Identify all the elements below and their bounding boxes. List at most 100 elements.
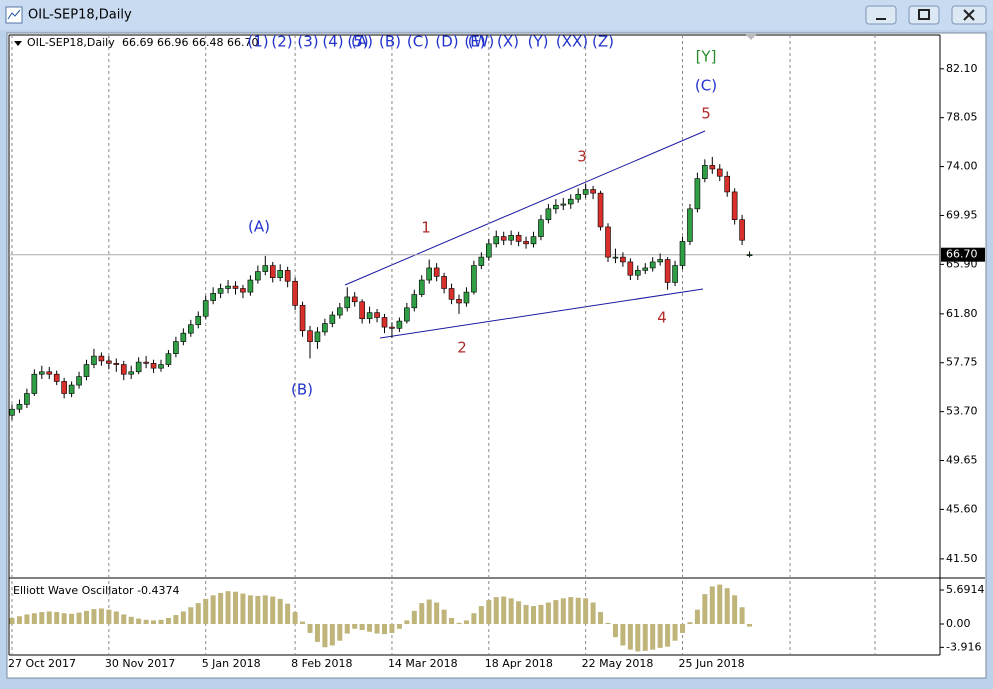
oscillator-bar <box>404 620 410 624</box>
oscillator-bar <box>188 607 194 624</box>
candle-body <box>567 198 574 205</box>
oscillator-bar <box>143 619 149 624</box>
candle-body <box>113 363 120 365</box>
wave-tool-button[interactable]: (Z) <box>592 33 614 51</box>
candle-body <box>694 178 701 210</box>
candle-body <box>314 331 321 342</box>
oscillator-bar <box>39 612 45 624</box>
oscillator-bar <box>165 618 171 624</box>
oscillator-bar <box>285 603 291 624</box>
candle-body <box>240 288 246 293</box>
candle-body <box>746 254 753 256</box>
oscillator-bar <box>84 610 89 624</box>
oscillator-bar <box>508 598 514 624</box>
candle-body <box>709 165 716 170</box>
candle-body <box>106 360 112 364</box>
candle-body <box>605 226 611 258</box>
oscillator-bar <box>225 591 231 624</box>
candle-body <box>83 364 90 377</box>
oscillator-bar <box>709 586 715 624</box>
candle-body <box>485 243 492 258</box>
wave-tool-button[interactable]: (5) <box>347 33 368 51</box>
y-tick-label: 49.65 <box>946 454 978 467</box>
wave-tool-button[interactable]: (Y) <box>528 33 549 51</box>
candle-body <box>657 259 663 263</box>
oscillator-bar <box>575 597 581 624</box>
wave-tool-button[interactable]: (1) <box>247 33 268 51</box>
candle-body <box>307 330 313 342</box>
candle-body <box>38 371 45 375</box>
candle-body <box>255 271 261 281</box>
oscillator-bar <box>717 584 723 624</box>
wave-label: (C) <box>695 77 717 95</box>
oscillator-bar <box>329 623 335 646</box>
oscillator-bar <box>322 623 328 648</box>
candle-body <box>404 307 410 322</box>
oscillator-bar <box>523 604 529 624</box>
oscillator-bar <box>24 614 30 624</box>
oscillator-bar <box>128 616 134 624</box>
oscillator-bar <box>456 622 462 624</box>
oscillator-bar <box>396 623 402 629</box>
maximize-button[interactable] <box>908 5 940 25</box>
candle-body <box>515 235 522 242</box>
wave-label: [Y] <box>696 48 717 66</box>
candle-body <box>411 294 418 309</box>
oscillator-bar <box>694 609 700 624</box>
oscillator-bar <box>292 612 298 624</box>
wave-tool-button[interactable]: (4) <box>322 33 343 51</box>
wave-tool-button[interactable]: (X) <box>497 33 519 51</box>
y-tick-label: 61.80 <box>946 307 978 320</box>
oscillator-bar <box>151 620 157 624</box>
wave-tool-button[interactable]: (3) <box>297 33 318 51</box>
candle-body <box>590 189 596 194</box>
candle-body <box>724 175 731 193</box>
candle-body <box>426 267 433 281</box>
oscillator-bar <box>195 603 201 624</box>
wave-tool-button[interactable]: (C) <box>407 33 429 51</box>
wave-label: 1 <box>421 219 431 237</box>
candle-body <box>620 256 626 263</box>
candle-body <box>16 404 23 410</box>
oscillator-bar <box>61 613 67 624</box>
oscillator-bar <box>337 623 343 641</box>
wave-tool-button[interactable]: (A) <box>351 33 373 51</box>
quote-label: 66.69 66.96 66.48 66.70 <box>122 36 258 49</box>
oscillator-bar <box>158 619 164 624</box>
candle-body <box>508 235 514 241</box>
candle-body <box>389 326 395 329</box>
wave-tool-button[interactable]: (XX) <box>556 33 588 51</box>
oscillator-bar <box>627 623 633 650</box>
candle-body <box>597 192 604 228</box>
candle-body <box>195 315 202 326</box>
candle-body <box>530 236 537 245</box>
oscillator-bar <box>374 623 380 634</box>
candle-body <box>575 194 582 200</box>
wave-tool-button[interactable]: (E) <box>464 33 485 51</box>
candle-body <box>731 191 738 220</box>
candle-body <box>68 384 75 394</box>
oscillator-bar <box>307 623 313 633</box>
oscillator-bar <box>121 614 127 624</box>
x-tick-label: 22 May 2018 <box>582 657 654 670</box>
candle-body <box>627 261 634 276</box>
y-tick-label: 5.6914 <box>946 583 985 596</box>
candle-body <box>523 241 529 245</box>
symbol-arrow[interactable] <box>14 41 22 46</box>
oscillator-bar <box>389 623 395 633</box>
candle-body <box>351 296 358 303</box>
wave-tool-button[interactable]: (D) <box>435 33 458 51</box>
oscillator-bar <box>69 613 75 624</box>
minimize-button[interactable] <box>865 5 897 25</box>
candle-body <box>91 355 97 365</box>
oscillator-bar <box>531 606 536 624</box>
oscillator-bar <box>702 594 708 624</box>
wave-tool-button[interactable]: (B) <box>379 33 401 51</box>
wave-tool-button[interactable]: (W) <box>468 33 495 51</box>
oscillator-bar <box>31 613 37 624</box>
wave-tool-button[interactable]: (2) <box>271 33 292 51</box>
oscillator-bar <box>98 608 104 624</box>
wave-label: 3 <box>577 148 587 166</box>
wave-label: 2 <box>457 339 467 357</box>
